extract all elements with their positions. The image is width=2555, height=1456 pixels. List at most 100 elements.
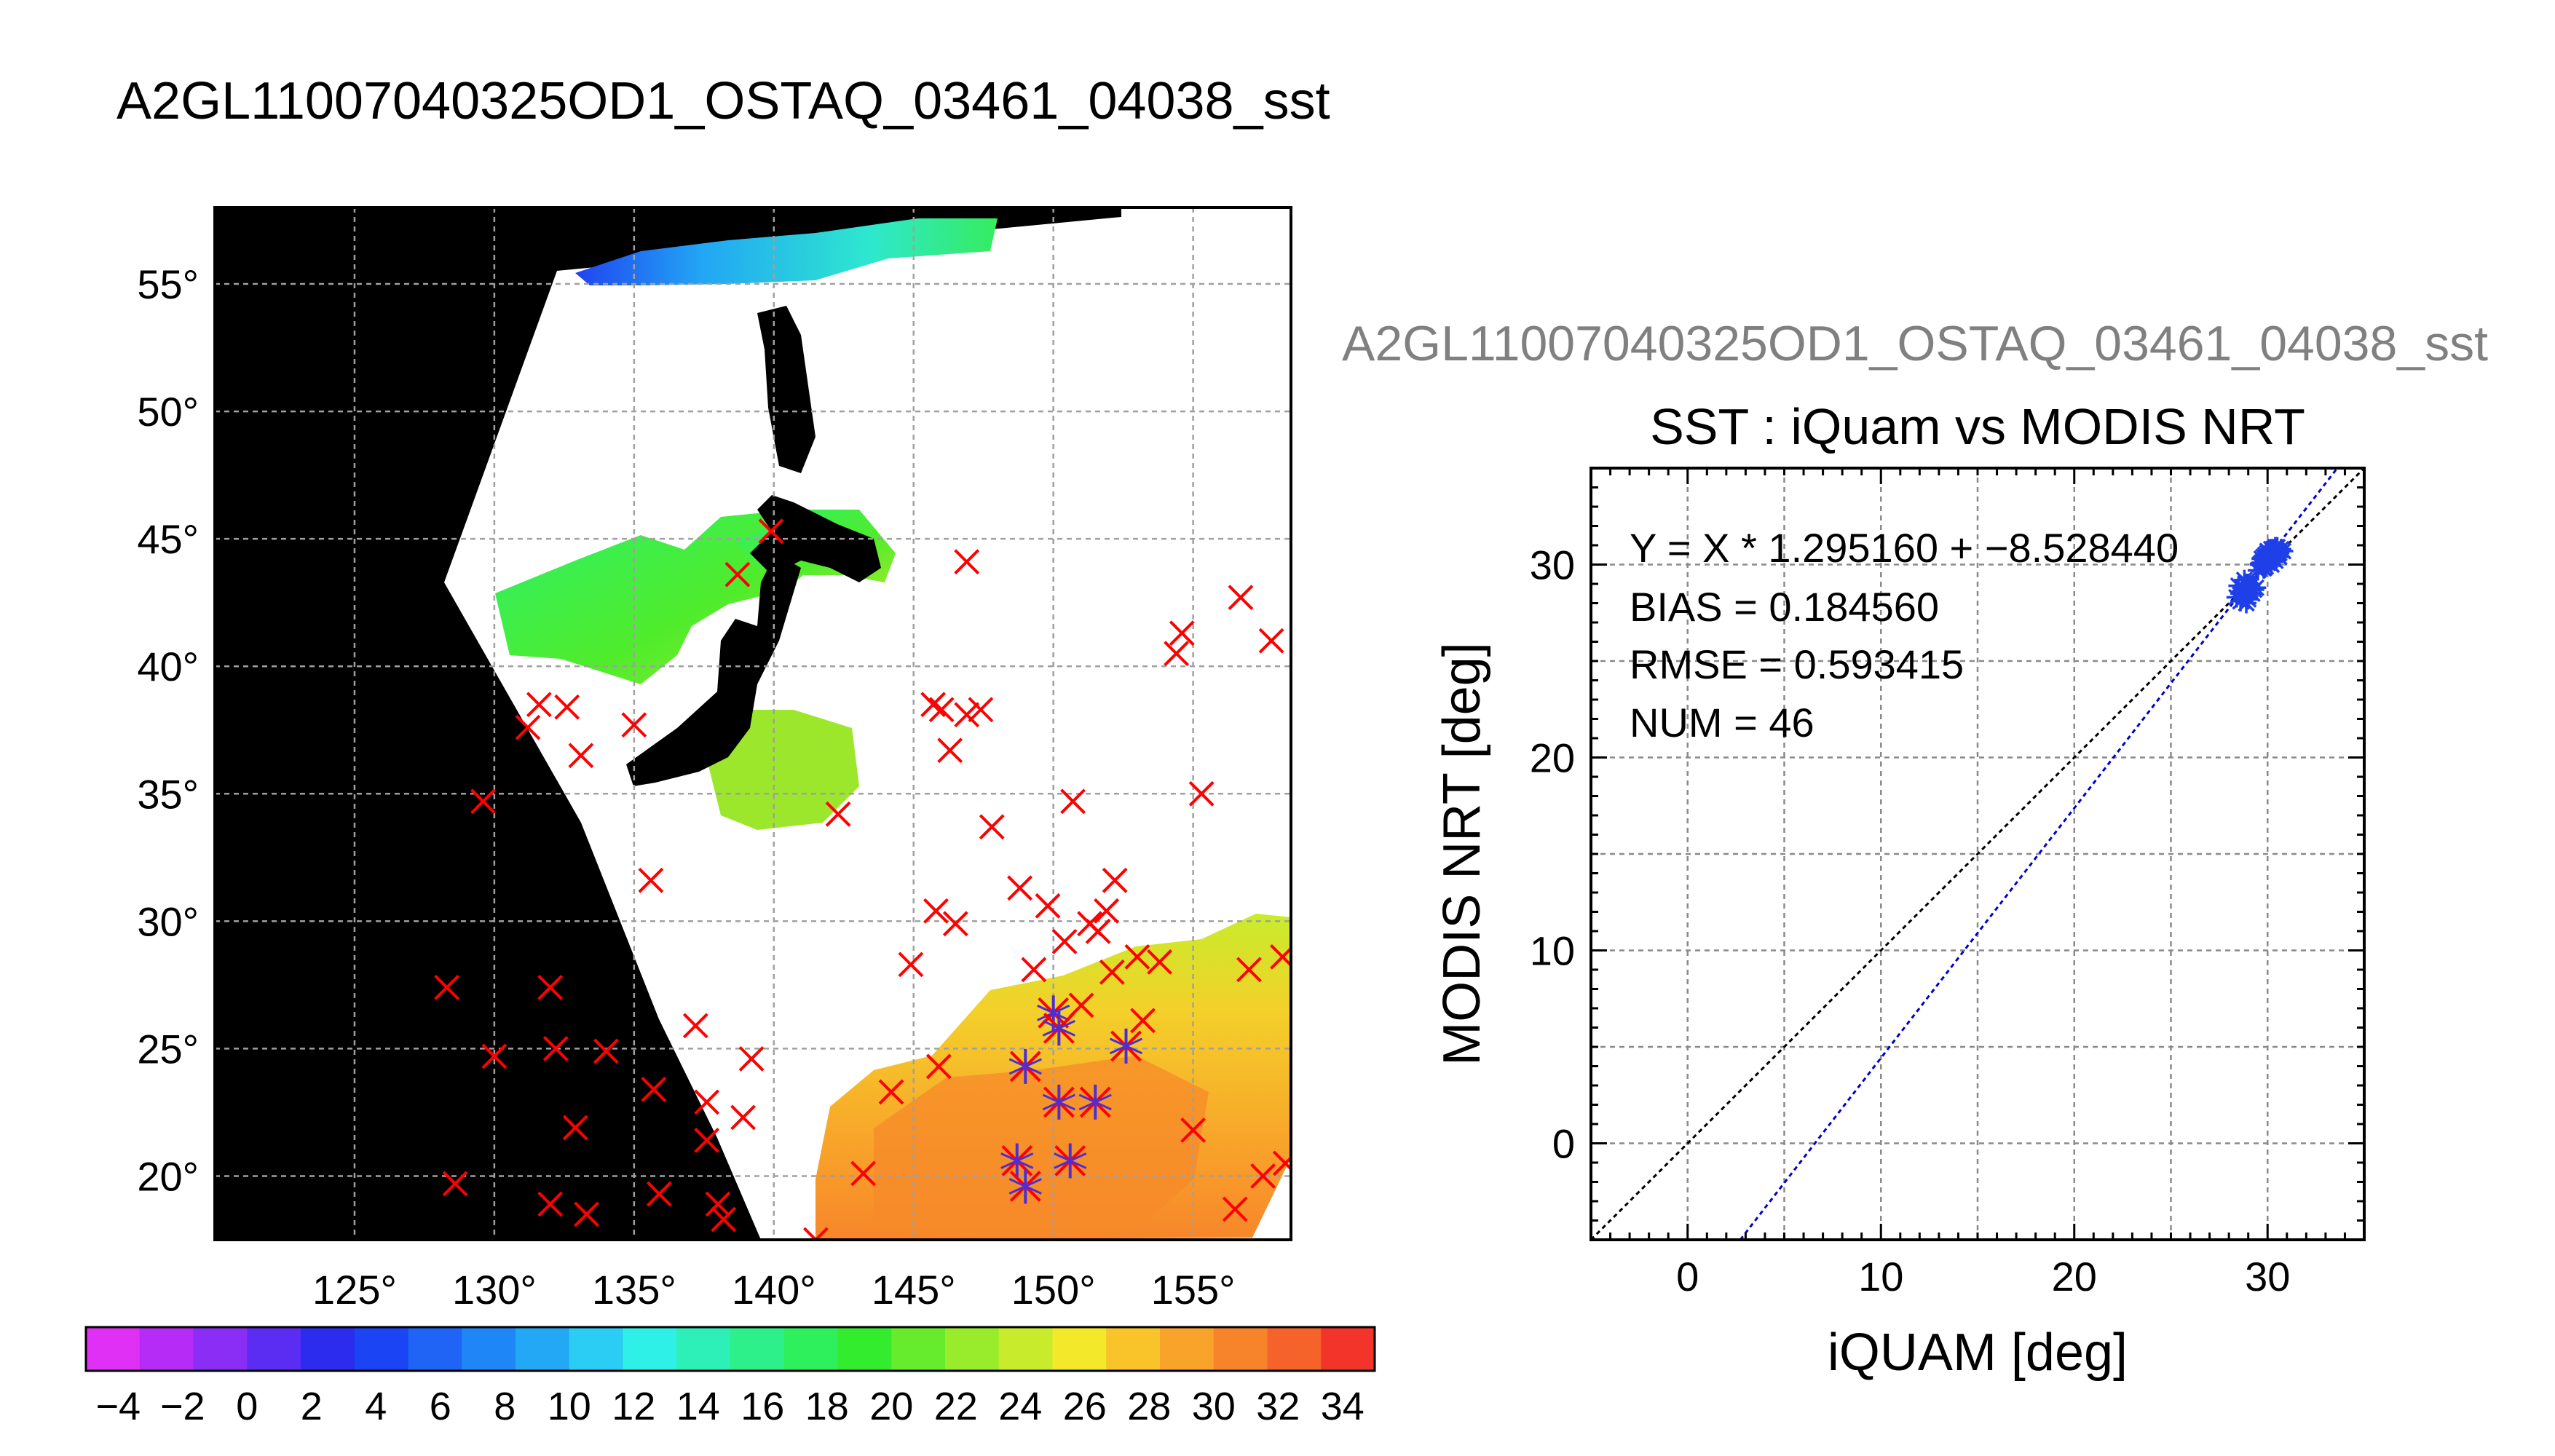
buoy-marker <box>537 1191 564 1217</box>
colorbar-cell <box>408 1327 462 1371</box>
x-tick-label: 10 <box>1858 1254 1903 1299</box>
x-tick-label: 30 <box>2245 1254 2290 1299</box>
buoy-marker <box>562 1115 588 1141</box>
buoy-marker <box>1102 867 1128 893</box>
buoy-marker <box>1250 1163 1276 1189</box>
buoy-marker <box>1094 898 1120 924</box>
main-title: A2GL11007040325OD1_OSTAQ_03461_04038_sst <box>117 72 1330 130</box>
colorbar-tick-label: 34 <box>1321 1385 1365 1428</box>
y-tick-labels: 0 10 20 30 <box>1530 542 1575 1167</box>
sst-map: 55° 50° 45° 40° 35° 30° 25° 20° 125° 130° 135° 140… <box>137 206 1292 1313</box>
buoy-marker <box>1272 1150 1291 1176</box>
buoy-marker <box>526 692 552 718</box>
colorbar-tick-label: 2 <box>301 1385 323 1428</box>
longitude-labels: 125° 130° 135° 140° 145° 150° 155° <box>312 1267 1236 1313</box>
colorbar-tick-label: 0 <box>236 1385 258 1428</box>
buoy-marker <box>1051 928 1078 954</box>
lon-tick-label: 150° <box>1011 1267 1096 1313</box>
land-honshu <box>626 553 801 786</box>
colorbar-tick-label: −2 <box>160 1385 205 1428</box>
buoy-marker <box>434 974 460 1000</box>
buoy-marker <box>758 518 784 545</box>
colorbar-cell <box>247 1327 301 1371</box>
colorbar-cell <box>623 1327 677 1371</box>
y-tick-label: 0 <box>1552 1121 1575 1167</box>
buoy-marker <box>638 867 664 893</box>
colorbar-tick-label: 10 <box>548 1385 591 1428</box>
colorbar-tick-label: −4 <box>95 1385 141 1428</box>
latitude-labels: 55° 50° 45° 40° 35° 30° 25° 20° <box>137 261 199 1199</box>
buoy-marker <box>1124 943 1150 970</box>
colorbar-cell <box>945 1327 1000 1371</box>
scatter-point <box>2246 577 2267 598</box>
buoy-marker <box>1085 918 1111 944</box>
buoy-marker <box>470 788 496 815</box>
buoy-marker <box>1180 1117 1207 1143</box>
colorbar-tick-label: 22 <box>934 1385 978 1428</box>
buoy-marker <box>694 1089 720 1115</box>
colorbar-tick-label: 12 <box>612 1385 655 1428</box>
x-tick-label: 0 <box>1676 1254 1699 1299</box>
colorbar-border <box>84 1326 1376 1372</box>
buoy-marker <box>442 1171 468 1197</box>
buoy-marker <box>925 1053 952 1080</box>
lat-tick-label: 50° <box>137 389 199 435</box>
colorbar-cell <box>783 1327 839 1371</box>
match-marker <box>1000 1143 1034 1179</box>
match-marker <box>1054 1143 1087 1179</box>
colorbar-cell <box>891 1327 946 1371</box>
colorbar-labels: −4 −2 0 2 4 6 8 10 12 14 16 18 20 22 24 26 28 30 32 34 <box>95 1385 1364 1428</box>
buoy-marker <box>1147 949 1172 975</box>
buoy-marker <box>738 1045 765 1072</box>
y-tick-label: 30 <box>1530 542 1575 588</box>
match-marker <box>1078 1084 1112 1120</box>
lon-tick-label: 130° <box>452 1267 537 1313</box>
buoy-marker <box>954 549 980 575</box>
lon-tick-label: 140° <box>732 1267 816 1313</box>
lat-tick-label: 20° <box>137 1153 199 1199</box>
fit-annotations: Y = X * 1.295160 + −8.528440 BIAS = 0.18… <box>1630 525 2179 745</box>
buoy-marker <box>802 1227 829 1240</box>
colorbar-tick-label: 14 <box>676 1385 720 1428</box>
annotation-bias: BIAS = 0.184560 <box>1630 584 1939 630</box>
lat-tick-label: 25° <box>137 1026 199 1072</box>
annotation-num: NUM = 46 <box>1630 700 1814 745</box>
buoy-marker <box>1060 788 1086 815</box>
x-tick-label: 20 <box>2052 1254 2097 1299</box>
buoy-marker <box>515 714 541 740</box>
match-marker <box>1008 1168 1042 1204</box>
colorbar-cell <box>998 1327 1054 1371</box>
buoy-marker <box>1258 628 1284 654</box>
x-tick-labels: 0 10 20 30 <box>1676 1254 2290 1299</box>
match-marker <box>1042 1010 1075 1046</box>
buoy-marker <box>1130 1008 1156 1034</box>
colorbar-tick-label: 26 <box>1063 1385 1107 1428</box>
buoy-marker <box>1236 957 1262 983</box>
buoy-marker <box>898 951 924 978</box>
colorbar: −4 −2 0 2 4 6 8 10 12 14 16 18 20 22 24 26 28 30 32 34 <box>84 1326 1376 1428</box>
buoy-marker <box>1169 620 1195 646</box>
scatter-plot: 0 10 20 30 0 10 20 30 Y = X * 1.295160 + −8.52… <box>1433 467 2366 1382</box>
colorbar-cell <box>516 1327 570 1371</box>
buoy-marker <box>1007 875 1033 901</box>
buoy-marker <box>1021 957 1047 983</box>
colorbar-cell <box>1106 1327 1161 1371</box>
match-marker <box>1109 1028 1143 1064</box>
colorbar-tick-label: 28 <box>1127 1385 1171 1428</box>
colorbar-cell <box>730 1327 785 1371</box>
lon-tick-label: 145° <box>872 1267 956 1313</box>
buoy-marker <box>537 974 564 1000</box>
x-axis-label: iQUAM [deg] <box>1828 1324 2128 1382</box>
buoy-marker <box>730 1104 756 1131</box>
colorbar-cell <box>1160 1327 1215 1371</box>
lat-tick-label: 30° <box>137 898 199 944</box>
sst-region-north <box>575 218 998 285</box>
buoy-marker <box>1222 1196 1248 1222</box>
lat-tick-label: 45° <box>137 516 199 562</box>
buoy-marker <box>568 743 594 769</box>
colorbar-cell <box>86 1327 141 1371</box>
buoy-marker <box>878 1079 904 1105</box>
buoy-marker <box>1164 641 1190 667</box>
scatter-title: SST : iQuam vs MODIS NRT <box>1650 398 2305 455</box>
